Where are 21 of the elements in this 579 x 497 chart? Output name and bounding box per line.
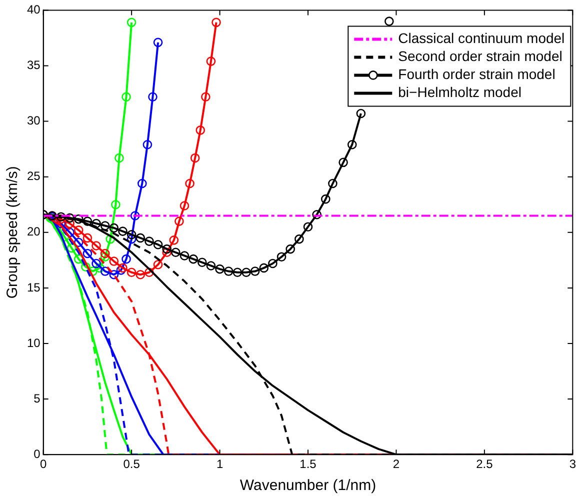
y-tick-label: 15: [26, 280, 41, 294]
y-tick-label: 30: [26, 114, 41, 128]
y-tick-label: 0: [34, 446, 41, 461]
y-tick-label: 40: [26, 2, 41, 17]
x-tick-label: 2: [392, 457, 400, 472]
x-tick-label: 3: [569, 457, 576, 472]
y-tick-label: 5: [34, 391, 41, 406]
x-tick-label: 1: [216, 457, 224, 472]
y-axis-title: Group speed (km/s): [4, 166, 22, 299]
y-tick-label: 10: [26, 336, 41, 350]
legend-label: Fourth order strain model: [398, 66, 556, 82]
y-tick-label: 25: [26, 169, 41, 184]
x-axis-title: Wavenumber (1/nm): [240, 477, 376, 494]
legend-label: Classical continuum model: [398, 30, 565, 46]
x-tick-label: 2.5: [476, 457, 494, 472]
y-tick-label: 35: [26, 58, 41, 72]
y-tick-label: 20: [26, 224, 41, 239]
legend-label: Second order strain model: [398, 48, 562, 64]
x-tick-label: 1.5: [300, 457, 317, 472]
legend-label: bi−Helmholtz model: [398, 84, 522, 100]
x-tick-label: 0.5: [123, 457, 140, 472]
